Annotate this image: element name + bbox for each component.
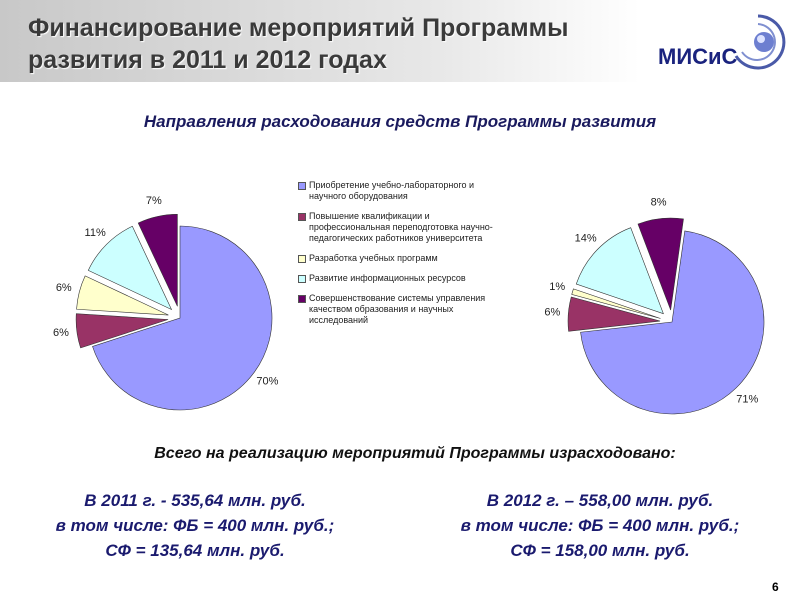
legend-swatch bbox=[298, 255, 306, 263]
value-label: 6% bbox=[56, 282, 72, 294]
legend-swatch bbox=[298, 182, 306, 190]
summary-column: В 2012 г. – 558,00 млн. руб. в том числе… bbox=[410, 488, 790, 563]
value-label: 6% bbox=[53, 327, 69, 339]
value-label: 8% bbox=[651, 197, 667, 209]
legend-label: Разработка учебных программ bbox=[309, 253, 438, 263]
legend-label: Приобретение учебно-лабораторного и науч… bbox=[309, 180, 474, 201]
value-label: 11% bbox=[85, 227, 106, 239]
pie-slice bbox=[76, 275, 169, 316]
pie-slice bbox=[571, 288, 661, 319]
title-line: развития в 2011 и 2012 годах bbox=[28, 46, 387, 74]
pie-slice bbox=[92, 225, 273, 411]
legend: Приобретение учебно-лабораторного и науч… bbox=[298, 180, 508, 335]
pie-slice bbox=[580, 230, 765, 415]
value-label: 70% bbox=[256, 375, 278, 387]
pie-slice bbox=[637, 217, 684, 311]
summary-line: СФ = 158,00 млн. руб. bbox=[510, 541, 690, 560]
legend-swatch bbox=[298, 295, 306, 303]
legend-item: Повышение квалификации и профессиональна… bbox=[298, 211, 508, 244]
value-label: 7% bbox=[146, 195, 162, 207]
summary-line: В 2012 г. – 558,00 млн. руб. bbox=[486, 491, 714, 510]
legend-item: Приобретение учебно-лабораторного и науч… bbox=[298, 180, 508, 202]
logo-icon bbox=[734, 14, 786, 70]
value-label: 1% bbox=[549, 281, 565, 293]
summary-line: в том числе: ФБ = 400 млн. руб.; bbox=[55, 516, 335, 535]
value-label: 6% bbox=[544, 307, 560, 319]
summary-line: СФ = 135,64 млн. руб. bbox=[105, 541, 285, 560]
legend-item: Совершенствование системы управления кач… bbox=[298, 293, 508, 326]
pie-slice bbox=[575, 227, 664, 315]
logo: МИСиС bbox=[658, 44, 738, 69]
summary-heading: Всего на реализацию мероприятий Программ… bbox=[154, 445, 676, 462]
value-label: 14% bbox=[575, 233, 597, 245]
legend-item: Разработка учебных программ bbox=[298, 253, 508, 264]
pie-slice bbox=[87, 225, 173, 311]
legend-label: Совершенствование системы управления кач… bbox=[309, 293, 486, 325]
subtitle: Направления расходования средств Програм… bbox=[143, 112, 657, 131]
page-number: 6 bbox=[772, 580, 779, 594]
legend-item: Развитие информационных ресурсов bbox=[298, 273, 508, 284]
header-band bbox=[0, 0, 800, 82]
legend-label: Повышение квалификации и профессиональна… bbox=[309, 211, 493, 243]
pie-slice bbox=[75, 313, 169, 349]
legend-label: Развитие информационных ресурсов bbox=[309, 273, 466, 283]
pie-slice bbox=[137, 213, 178, 307]
summary-line: В 2011 г. - 535,64 млн. руб. bbox=[84, 491, 306, 510]
title-line: Финансирование мероприятий Программы bbox=[28, 14, 569, 42]
pie-slice bbox=[567, 296, 661, 332]
value-label: 71% bbox=[736, 393, 758, 405]
summary-column: В 2011 г. - 535,64 млн. руб. в том числе… bbox=[5, 488, 385, 563]
summary-line: в том числе: ФБ = 400 млн. руб.; bbox=[460, 516, 740, 535]
legend-swatch bbox=[298, 213, 306, 221]
legend-swatch bbox=[298, 275, 306, 283]
